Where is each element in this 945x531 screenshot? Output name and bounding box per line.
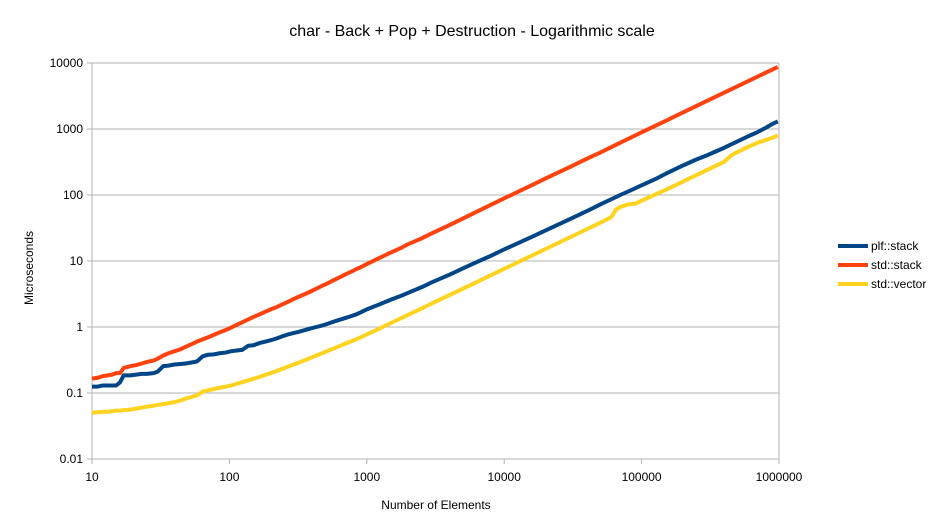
x-tick-label: 1000000	[756, 470, 803, 484]
y-tick-label: 10000	[50, 56, 84, 70]
y-tick-label: 1	[76, 320, 83, 334]
series-line-plf-stack	[92, 119, 779, 389]
legend-label-std-vector: std::vector	[871, 277, 926, 291]
axes	[87, 62, 780, 464]
legend-label-std-stack: std::stack	[871, 258, 923, 272]
x-tick-label: 100	[219, 470, 239, 484]
chart-title: char - Back + Pop + Destruction - Logari…	[289, 23, 655, 40]
x-axis-title: Number of Elements	[381, 498, 490, 512]
series-line-std-vector	[91, 133, 779, 415]
x-tick-label: 100000	[622, 470, 662, 484]
x-tick-label: 10000	[488, 470, 522, 484]
y-tick-label: 1000	[56, 122, 83, 136]
x-tick-label: 1000	[353, 470, 380, 484]
series-lines	[91, 65, 779, 415]
y-tick-label: 100	[63, 188, 83, 202]
y-tick-label: 0.01	[60, 452, 84, 466]
y-tick-label: 10	[70, 254, 84, 268]
y-tick-label: 0.1	[66, 386, 83, 400]
tick-labels: 0.01 0.1 1 10 100 1000 10000 10 100 1000 10000 1000…	[50, 56, 803, 484]
legend-label-plf-stack: plf::stack	[871, 239, 919, 253]
series-line-std-stack	[91, 65, 779, 381]
x-tick-label: 10	[85, 470, 99, 484]
y-axis-title: Microseconds	[22, 231, 36, 305]
